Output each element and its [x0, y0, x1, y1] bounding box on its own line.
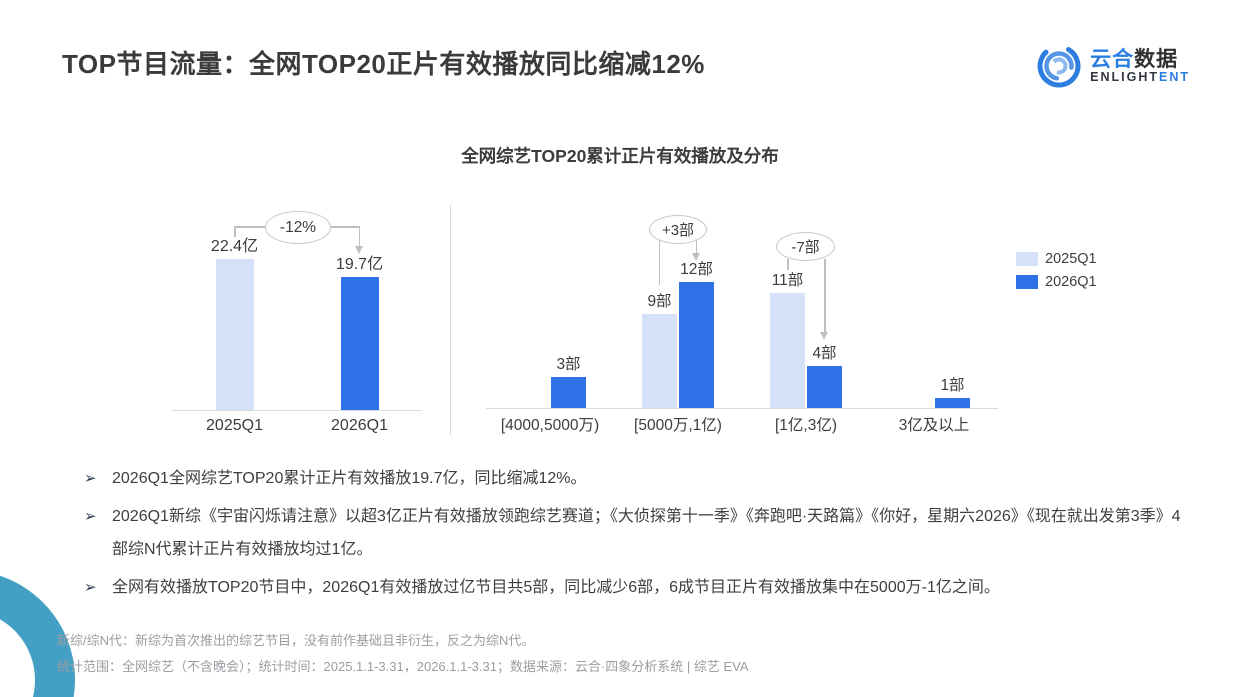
bullet-item: ➢ 2026Q1新综《宇宙闪烁请注意》以超3亿正片有效播放领跑综艺赛道；《大侦探… — [84, 500, 1192, 566]
bar — [340, 277, 379, 410]
x-axis-label: [4000,5000万) — [500, 417, 600, 434]
bullet-list: ➢ 2026Q1全网综艺TOP20累计正片有效播放19.7亿，同比缩减12%。 … — [84, 462, 1192, 609]
bar — [679, 282, 714, 408]
chart-category: 11部 4部 — [742, 233, 870, 408]
bar-value-label: 9部 — [647, 292, 672, 310]
brand-name-cn: 云合数据 — [1090, 47, 1179, 71]
brand-logo-icon — [1037, 44, 1081, 88]
annotation-bubble-minus7: -7部 — [776, 232, 835, 261]
chart-category: 1部 — [870, 233, 998, 408]
bar-value-label: 22.4亿 — [210, 238, 259, 255]
right-chart-xlabels: [4000,5000万) [5000万,1亿) [1亿,3亿) 3亿及以上 — [486, 409, 998, 439]
chart-divider — [450, 205, 451, 435]
right-chart-bars: 3部 9部 12部 11部 4部 1部 — [486, 233, 998, 409]
bullet-text: 2026Q1新综《宇宙闪烁请注意》以超3亿正片有效播放领跑综艺赛道；《大侦探第十… — [112, 508, 1181, 558]
connector-line — [234, 226, 236, 237]
bar-value-label: 12部 — [680, 261, 713, 278]
bar-group: 12部 — [679, 257, 714, 408]
bar-value-label: 4部 — [812, 345, 837, 362]
connector-line — [695, 240, 697, 254]
page-title: TOP节目流量：全网TOP20正片有效播放同比缩减12% — [62, 49, 705, 79]
bar-value-label: 1部 — [940, 376, 965, 394]
bar — [642, 313, 677, 408]
connector-line — [358, 226, 360, 247]
x-axis-label: [1亿,3亿) — [774, 417, 837, 434]
legend-swatch-2026q1 — [1016, 275, 1038, 289]
x-axis-label: 3亿及以上 — [898, 417, 970, 434]
legend-item-2026q1: 2026Q1 — [1016, 274, 1097, 290]
bar-group: 11部 — [770, 268, 805, 408]
chart-category: 3部 — [486, 233, 614, 408]
x-axis-label: [5000万,1亿) — [634, 417, 722, 434]
chart-category: 9部 12部 — [614, 233, 742, 408]
footnote-line: 新综/综N代：新综为首次推出的综艺节目，没有前作基础且非衍生，反之为综N代。 — [57, 633, 535, 648]
chart-category: 19.7亿 — [297, 237, 422, 410]
bar-group: 9部 — [642, 289, 677, 408]
bar — [215, 259, 254, 410]
bullet-arrow-icon: ➢ — [84, 579, 97, 596]
footnote-line: 统计范围：全网综艺（不含晚会）；统计时间：2025.1.1-3.31，2026.… — [57, 659, 749, 674]
legend-swatch-2025q1 — [1016, 252, 1038, 266]
legend-label: 2026Q1 — [1045, 274, 1097, 290]
bullet-text: 2026Q1全网综艺TOP20累计正片有效播放19.7亿，同比缩减12%。 — [112, 470, 587, 487]
annotation-bubble-decline: -12% — [265, 211, 331, 244]
chart-legend: 2025Q1 2026Q1 — [1016, 251, 1097, 290]
bar-value-label: 3部 — [556, 355, 581, 373]
connector-line — [824, 259, 826, 333]
bullet-arrow-icon: ➢ — [84, 508, 97, 525]
bullet-text: 全网有效播放TOP20节目中，2026Q1有效播放过亿节目共5部，同比减少6部，… — [112, 579, 1000, 596]
connector-line — [787, 259, 789, 270]
connector-line — [658, 240, 660, 285]
bar-value-label: 11部 — [771, 271, 804, 289]
bar-group: 19.7亿 — [336, 250, 383, 410]
bullet-item: ➢ 2026Q1全网综艺TOP20累计正片有效播放19.7亿，同比缩减12%。 — [84, 462, 1192, 495]
legend-item-2025q1: 2025Q1 — [1016, 251, 1097, 267]
arrow-down-icon — [354, 246, 363, 254]
x-axis-label: 2025Q1 — [206, 417, 263, 434]
bar-value-label: 19.7亿 — [335, 256, 384, 274]
bar-group: 1部 — [935, 373, 970, 408]
left-chart-bars: 22.4亿 19.7亿 — [172, 237, 422, 411]
brand-name-en: ENLIGHTENT — [1090, 69, 1190, 84]
footnotes: 新综/综N代：新综为首次推出的综艺节目，没有前作基础且非衍生，反之为综N代。 统… — [57, 628, 749, 680]
bar — [807, 366, 842, 408]
brand-logo: 云合数据 ENLIGHTENT — [1035, 42, 1190, 90]
bar — [935, 397, 970, 408]
chart-category: 22.4亿 — [172, 237, 297, 410]
bullet-item: ➢ 全网有效播放TOP20节目中，2026Q1有效播放过亿节目共5部，同比减少6… — [84, 571, 1192, 604]
legend-label: 2025Q1 — [1045, 251, 1097, 267]
annotation-bubble-plus3: +3部 — [649, 215, 707, 244]
left-chart-xlabels: 2025Q1 2026Q1 — [172, 411, 422, 441]
left-chart: 22.4亿 19.7亿 2025Q1 2026Q1 — [172, 237, 422, 441]
bar-group: 3部 — [551, 352, 586, 408]
arrow-down-icon — [691, 253, 700, 261]
bar — [551, 376, 586, 408]
brand-logo-text: 云合数据 ENLIGHTENT — [1090, 48, 1190, 85]
bullet-arrow-icon: ➢ — [84, 470, 97, 487]
x-axis-label: 2026Q1 — [331, 417, 388, 434]
bar-group: 22.4亿 — [211, 232, 258, 410]
arrow-down-icon — [820, 332, 828, 340]
bar-group: 4部 — [807, 341, 842, 408]
bar — [770, 292, 805, 408]
right-chart: 3部 9部 12部 11部 4部 1部 [4000,5000万) [5000万,1亿) [1亿… — [486, 233, 998, 439]
chart-title: 全网综艺TOP20累计正片有效播放及分布 — [461, 146, 779, 166]
